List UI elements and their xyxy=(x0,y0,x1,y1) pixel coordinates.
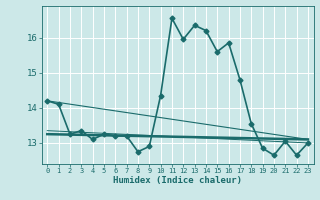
X-axis label: Humidex (Indice chaleur): Humidex (Indice chaleur) xyxy=(113,176,242,185)
